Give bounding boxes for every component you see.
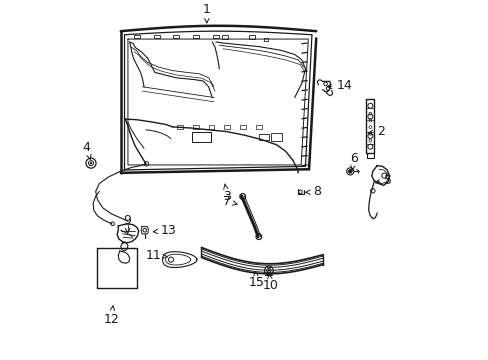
- Bar: [264, 38, 267, 41]
- Circle shape: [267, 270, 269, 271]
- Bar: [191, 132, 211, 142]
- Text: 3: 3: [223, 184, 231, 203]
- Text: 4: 4: [82, 141, 91, 160]
- Bar: [222, 36, 227, 39]
- Text: 11: 11: [145, 249, 167, 262]
- Text: 15: 15: [248, 271, 264, 289]
- Bar: [153, 35, 159, 39]
- Text: 14: 14: [326, 79, 352, 92]
- Text: 10: 10: [263, 274, 279, 292]
- Bar: [248, 36, 254, 39]
- Bar: [173, 35, 179, 39]
- Text: 6: 6: [349, 152, 357, 171]
- Circle shape: [348, 170, 351, 173]
- Text: 12: 12: [103, 306, 119, 326]
- Bar: [255, 125, 261, 129]
- Bar: [240, 125, 245, 129]
- Bar: [224, 125, 230, 129]
- Bar: [192, 125, 198, 129]
- Bar: [134, 35, 140, 39]
- Text: 2: 2: [368, 125, 384, 138]
- Bar: [271, 134, 282, 140]
- Text: 9: 9: [122, 214, 131, 233]
- Text: 5: 5: [375, 174, 391, 186]
- Bar: [259, 134, 269, 140]
- Bar: [212, 35, 218, 39]
- Circle shape: [90, 162, 92, 164]
- Text: 1: 1: [203, 3, 210, 23]
- Bar: [177, 125, 183, 129]
- Text: 8: 8: [305, 185, 320, 198]
- Text: 7: 7: [223, 195, 237, 208]
- Bar: [208, 125, 214, 129]
- Bar: [193, 35, 199, 39]
- Text: 13: 13: [153, 224, 176, 238]
